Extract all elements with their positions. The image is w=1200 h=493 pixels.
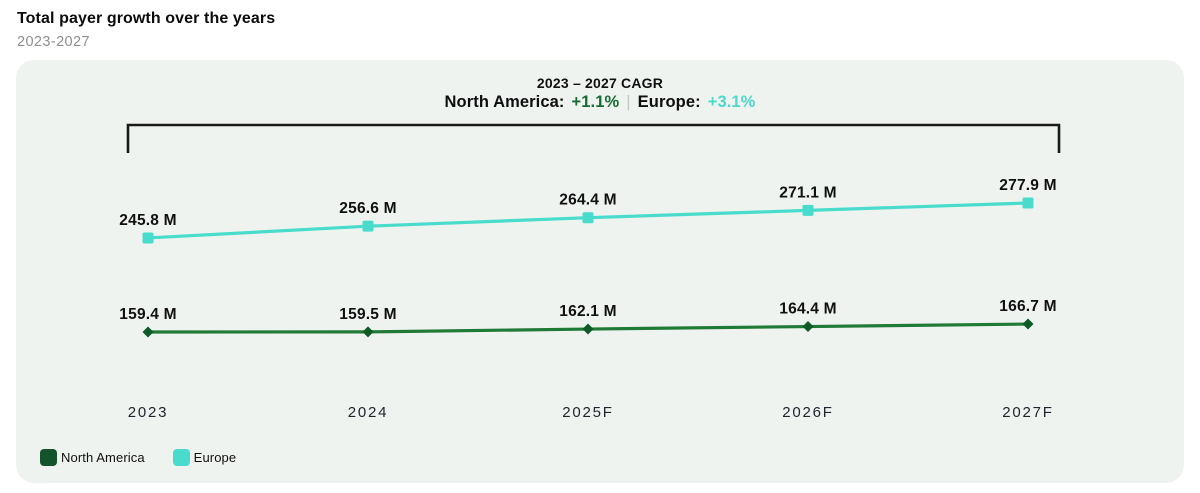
square-marker-icon	[582, 212, 594, 224]
cagr-divider: |	[626, 93, 631, 111]
legend-label-europe: Europe	[193, 450, 237, 465]
legend-item-north-america: North America	[40, 449, 145, 466]
value-label: 271.1 M	[779, 184, 836, 201]
cagr-europe-value: +3.1%	[707, 93, 756, 111]
square-marker-icon	[362, 220, 374, 232]
x-axis-label: 2023	[127, 404, 169, 421]
europe-swatch-icon	[172, 449, 190, 466]
cagr-bracket	[126, 123, 1061, 153]
diamond-marker-icon	[1022, 318, 1034, 330]
cagr-title: 2023 – 2027 CAGR	[536, 75, 664, 91]
diamond-marker-icon	[362, 326, 374, 338]
value-label: 162.1 M	[559, 303, 616, 320]
x-axis-label: 2026F	[782, 404, 834, 421]
value-label: 277.9 M	[999, 177, 1056, 194]
diamond-marker-icon	[802, 321, 814, 333]
legend-label-north-america: North America	[61, 450, 145, 465]
x-axis-label: 2025F	[562, 404, 614, 421]
legend-item-europe: Europe	[172, 449, 237, 466]
diamond-marker-icon	[582, 323, 594, 335]
north-america-swatch-icon	[40, 449, 57, 466]
chart-card: 2023 – 2027 CAGR North America: +1.1% | …	[16, 60, 1184, 483]
page-header: Total payer growth over the years 2023-2…	[17, 8, 275, 52]
square-marker-icon	[802, 204, 814, 216]
value-label: 159.4 M	[119, 306, 176, 323]
chart-canvas: 159.4 M 159.5 M 162.1 M 164.4 M 166.7 M 245.8…	[119, 123, 1061, 338]
page-subtitle: 2023-2027	[17, 34, 90, 50]
value-label: 164.4 M	[779, 301, 836, 318]
cagr-north-america-label: North America:	[444, 93, 565, 111]
cagr-summary: North America: +1.1% | Europe: +3.1%	[16, 93, 1184, 112]
cagr-europe-label: Europe:	[637, 93, 701, 111]
square-marker-icon	[1022, 197, 1034, 209]
value-label: 245.8 M	[119, 212, 176, 229]
x-axis-label: 2024	[347, 404, 389, 421]
square-marker-icon	[142, 232, 154, 244]
value-label: 166.7 M	[999, 298, 1056, 315]
value-label: 256.6 M	[339, 200, 396, 217]
legend: North America Europe	[40, 449, 236, 466]
x-axis-label: 2027F	[1002, 404, 1054, 421]
value-label: 264.4 M	[559, 192, 616, 209]
diamond-marker-icon	[142, 326, 154, 338]
page-title: Total payer growth over the years	[17, 10, 276, 27]
cagr-north-america-value: +1.1%	[571, 93, 620, 111]
value-label: 159.5 M	[339, 306, 396, 323]
